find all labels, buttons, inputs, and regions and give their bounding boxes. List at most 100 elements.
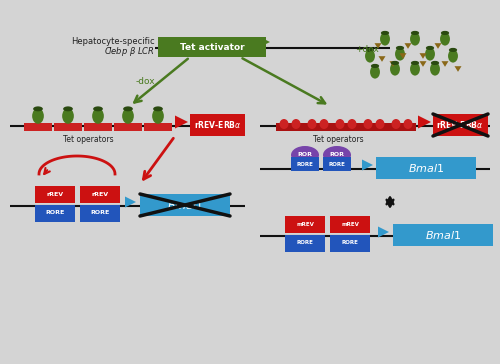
FancyBboxPatch shape [35, 186, 75, 203]
Polygon shape [175, 115, 188, 128]
Polygon shape [454, 66, 462, 72]
Polygon shape [420, 61, 426, 67]
Polygon shape [374, 43, 382, 49]
FancyBboxPatch shape [393, 224, 493, 246]
FancyBboxPatch shape [304, 123, 332, 131]
FancyBboxPatch shape [433, 114, 488, 136]
FancyBboxPatch shape [54, 123, 82, 131]
FancyBboxPatch shape [144, 123, 172, 131]
Polygon shape [362, 159, 373, 170]
Text: $Bmal1$: $Bmal1$ [425, 229, 461, 241]
Text: $Bmal1$: $Bmal1$ [408, 162, 444, 174]
Ellipse shape [320, 119, 328, 129]
Ellipse shape [395, 47, 405, 60]
Ellipse shape [411, 31, 419, 35]
Text: Tet operators: Tet operators [312, 135, 364, 145]
Ellipse shape [404, 119, 412, 129]
Ellipse shape [280, 119, 288, 129]
Polygon shape [378, 226, 389, 237]
Ellipse shape [348, 119, 356, 129]
Ellipse shape [426, 46, 434, 50]
FancyBboxPatch shape [285, 216, 325, 233]
Ellipse shape [410, 62, 420, 76]
Text: Hepatocyte-specific: Hepatocyte-specific [72, 37, 155, 47]
Ellipse shape [391, 61, 399, 65]
Ellipse shape [364, 119, 372, 129]
Text: -dox: -dox [135, 76, 155, 86]
Ellipse shape [122, 108, 134, 124]
Text: RORE: RORE [342, 241, 358, 245]
Polygon shape [125, 197, 136, 207]
Ellipse shape [336, 119, 344, 129]
Ellipse shape [380, 32, 390, 46]
FancyBboxPatch shape [285, 235, 325, 252]
FancyBboxPatch shape [140, 194, 230, 216]
Ellipse shape [123, 106, 133, 111]
Ellipse shape [381, 31, 389, 35]
Polygon shape [260, 37, 270, 47]
Text: rREV-ERB$\alpha$: rREV-ERB$\alpha$ [194, 119, 242, 131]
Ellipse shape [440, 32, 450, 46]
Ellipse shape [308, 119, 316, 129]
Ellipse shape [292, 119, 300, 129]
Text: rREV: rREV [46, 191, 64, 197]
FancyBboxPatch shape [190, 114, 245, 136]
FancyBboxPatch shape [388, 123, 416, 131]
FancyBboxPatch shape [24, 123, 52, 131]
FancyBboxPatch shape [323, 157, 351, 171]
FancyBboxPatch shape [276, 123, 304, 131]
Polygon shape [390, 61, 396, 67]
Text: Tet activator: Tet activator [180, 43, 244, 51]
Ellipse shape [390, 62, 400, 76]
FancyBboxPatch shape [80, 205, 120, 222]
Text: rREV-ERB$\alpha$: rREV-ERB$\alpha$ [436, 119, 484, 131]
Ellipse shape [449, 48, 457, 52]
Polygon shape [434, 43, 442, 49]
Polygon shape [442, 61, 448, 67]
Text: rREV: rREV [92, 191, 108, 197]
Ellipse shape [392, 119, 400, 129]
Ellipse shape [291, 146, 319, 164]
FancyBboxPatch shape [35, 205, 75, 222]
Ellipse shape [396, 46, 404, 50]
FancyBboxPatch shape [330, 235, 370, 252]
Ellipse shape [32, 108, 44, 124]
Ellipse shape [323, 146, 351, 164]
FancyBboxPatch shape [80, 186, 120, 203]
Text: RORE: RORE [46, 210, 64, 215]
FancyBboxPatch shape [291, 157, 319, 171]
FancyBboxPatch shape [332, 123, 360, 131]
Text: RORE: RORE [296, 241, 314, 245]
Text: ROR: ROR [330, 153, 344, 158]
Ellipse shape [370, 66, 380, 79]
Ellipse shape [63, 106, 73, 111]
Text: RORE: RORE [328, 162, 345, 166]
Ellipse shape [425, 47, 435, 60]
FancyBboxPatch shape [114, 123, 142, 131]
Text: mREV: mREV [341, 222, 359, 226]
FancyBboxPatch shape [84, 123, 112, 131]
Ellipse shape [153, 106, 163, 111]
Text: RORE: RORE [90, 210, 110, 215]
Ellipse shape [152, 108, 164, 124]
Text: $C\!\mathit{lebp}\ \beta$ LCR: $C\!\mathit{lebp}\ \beta$ LCR [104, 46, 155, 59]
Ellipse shape [376, 119, 384, 129]
Ellipse shape [33, 106, 43, 111]
Text: $Bmal1$: $Bmal1$ [167, 199, 203, 211]
Polygon shape [404, 43, 411, 49]
Polygon shape [418, 115, 431, 128]
Text: mREV: mREV [296, 222, 314, 226]
FancyBboxPatch shape [376, 157, 476, 179]
FancyBboxPatch shape [360, 123, 388, 131]
Polygon shape [420, 53, 426, 59]
Ellipse shape [441, 31, 449, 35]
Text: ROR: ROR [298, 153, 312, 158]
Text: +dox: +dox [355, 44, 379, 54]
Text: Tet operators: Tet operators [62, 135, 114, 145]
FancyBboxPatch shape [330, 216, 370, 233]
Polygon shape [400, 53, 406, 59]
Ellipse shape [430, 62, 440, 76]
FancyBboxPatch shape [158, 37, 266, 57]
Ellipse shape [93, 106, 103, 111]
Ellipse shape [366, 48, 374, 52]
